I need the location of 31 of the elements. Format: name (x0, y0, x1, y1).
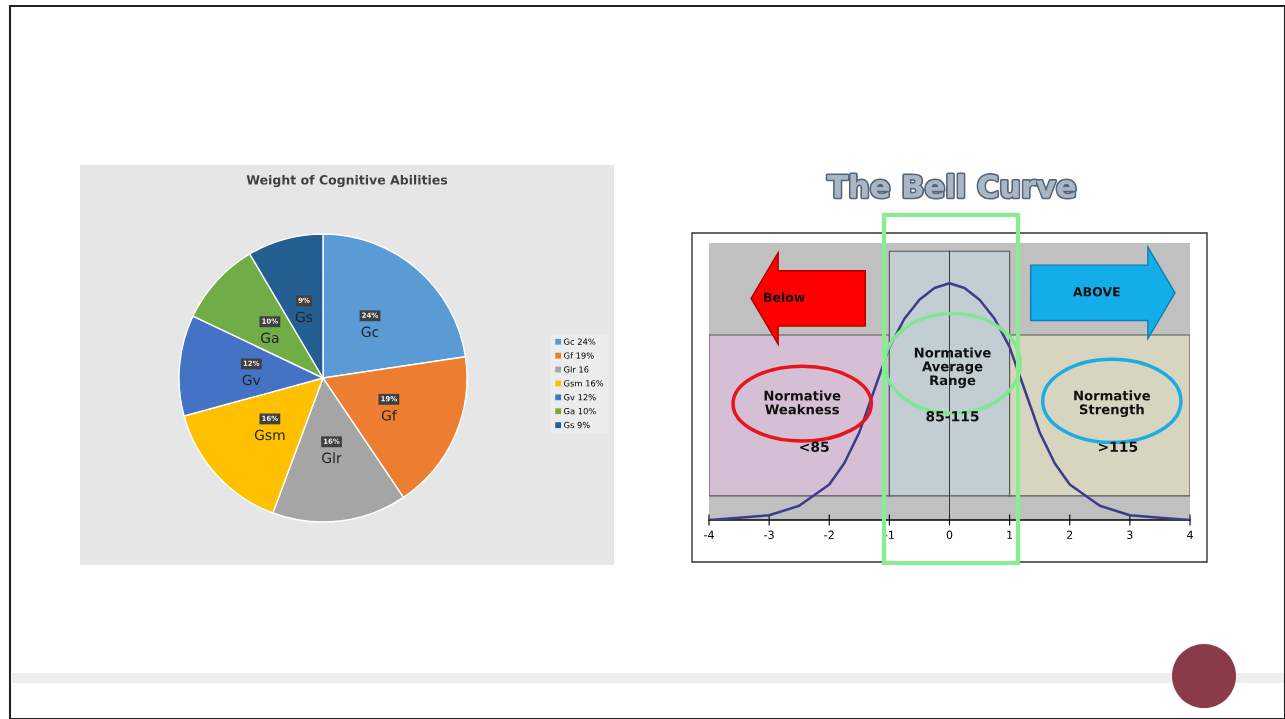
x-tick-label: 1 (1007, 530, 1013, 539)
x-tick-label: 2 (1067, 530, 1073, 539)
x-tick-label: -4 (704, 530, 714, 539)
slice-label: Gsm (254, 429, 285, 441)
slice-label: Gc (361, 326, 379, 338)
slice-label: Gf (381, 409, 397, 421)
slice-label: Gv (242, 374, 261, 386)
x-tick-label: -3 (764, 530, 774, 540)
text: Gc 24% (564, 338, 596, 345)
x-tick-label: 4 (1187, 530, 1193, 539)
annotation: ABOVE (1073, 287, 1120, 297)
band-label: >115 (1099, 441, 1138, 453)
slice-label: Ga (261, 332, 279, 344)
text: Gsm 16% (564, 380, 604, 387)
x-tick-label: -2 (824, 530, 834, 539)
text: Ga 10% (564, 407, 596, 415)
text: Glr 16 (564, 366, 589, 373)
band-label: 85-115 (926, 411, 979, 422)
text: Gs 9% (564, 421, 590, 429)
chart-title: Weight of Cognitive Abilities (246, 174, 448, 188)
text: Gf 19% (564, 352, 594, 359)
chart-title: The Bell Curve (827, 174, 1076, 198)
annotation: Normative Strength (1074, 390, 1151, 417)
slice-label: Gs (295, 311, 313, 323)
text: Gv 12% (564, 394, 596, 401)
annotation: Normative Weakness (764, 390, 841, 415)
x-tick-label: 3 (1127, 530, 1133, 540)
annotation: Below (764, 292, 805, 303)
band-label: <85 (800, 441, 829, 453)
x-tick-label: 0 (946, 530, 953, 540)
slice-label: Glr (322, 452, 342, 464)
